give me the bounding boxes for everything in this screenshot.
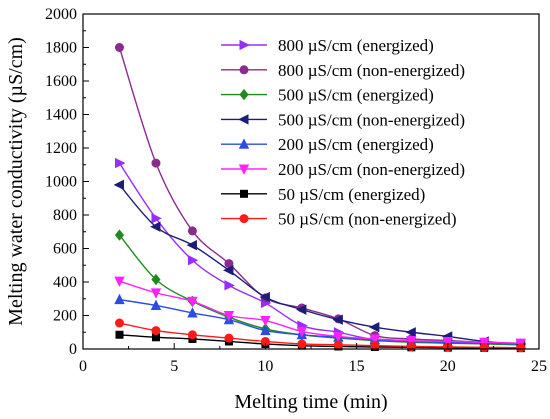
y-tick-label: 0 [69,341,77,358]
legend-marker [238,164,250,175]
data-point [114,293,125,305]
data-point [113,179,124,191]
x-tick-label: 0 [79,358,87,375]
x-tick-label: 5 [170,358,178,375]
legend-label: 50 µS/cm (energized) [278,185,425,204]
data-point [115,330,124,339]
y-tick-label: 400 [53,274,77,291]
y-tick-label: 2000 [45,6,77,23]
legend-item-3: 500 µS/cm (non-energized) [221,110,465,129]
data-point [442,336,453,348]
legend-label: 500 µS/cm (energized) [278,86,434,105]
x-tick-label: 15 [349,358,365,375]
x-tick-label: 20 [440,358,456,375]
y-tick-label: 1400 [45,107,77,124]
data-point [150,221,161,232]
axes-layer: 0 5 10 15 20 25 0 200 400 600 800 1000 1200 1400 1600 1… [45,6,547,375]
legend-marker [238,138,250,149]
data-point [260,324,271,336]
data-point [114,276,125,288]
data-point [296,304,307,315]
y-tick-label: 800 [53,207,77,224]
data-point [479,342,489,352]
legend-label: 800 µS/cm (energized) [278,36,434,55]
legend: 800 µS/cm (energized) 800 µS/cm (non-ener… [221,36,465,229]
data-point [296,326,308,338]
series-2 [114,229,526,351]
data-point [187,226,197,236]
data-point [516,343,526,353]
y-tick-label: 1800 [45,40,77,57]
series-line [118,234,521,346]
legend-marker [239,88,249,101]
legend-item-6: 50 µS/cm (energized) [221,185,425,204]
y-tick-label: 600 [53,241,77,258]
legend-label: 800 µS/cm (non-energized) [278,61,465,80]
data-point [151,158,161,168]
series-layer [113,42,527,353]
data-point [479,337,490,349]
legend-marker [240,189,249,198]
y-axis-title: Melting water conductivity (µS/cm) [5,37,27,326]
legend-label: 200 µS/cm (energized) [278,135,434,154]
data-point [333,331,344,343]
x-tick-label: 25 [531,358,547,375]
data-point [187,255,199,266]
legend-label: 200 µS/cm (non-energized) [278,160,465,179]
data-point [259,291,270,303]
y-tick-label: 1600 [45,73,77,90]
data-point [260,316,271,327]
data-point [369,334,381,345]
legend-item-2: 500 µS/cm (energized) [221,86,434,105]
data-point [114,229,125,241]
y-tick-label: 1200 [45,140,77,157]
data-point [114,318,124,328]
legend-item-7: 50 µS/cm (non-energized) [221,210,456,229]
data-point [150,288,162,299]
legend-marker [239,65,249,75]
data-point [333,340,343,350]
data-point [406,336,417,347]
data-point [151,326,161,336]
legend-item-4: 200 µS/cm (energized) [221,135,434,154]
data-point [297,339,307,349]
data-point [332,314,343,325]
x-axis-title: Melting time (min) [234,391,387,413]
series-7 [114,318,526,353]
data-point [151,273,161,286]
data-point [187,330,197,340]
data-point [114,157,126,169]
legend-item-0: 800 µS/cm (energized) [221,36,434,55]
data-point [151,213,162,224]
data-point [150,299,162,310]
data-point [186,239,197,251]
y-tick-label: 1000 [45,174,77,191]
legend-label: 500 µS/cm (non-energized) [278,110,465,129]
data-point [114,42,124,52]
legend-item-5: 200 µS/cm (non-energized) [221,160,465,179]
data-point [224,280,235,291]
data-point [223,265,234,276]
legend-item-1: 800 µS/cm (non-energized) [221,61,465,80]
data-point [187,307,198,318]
series-4 [114,293,526,349]
legend-label: 50 µS/cm (non-energized) [278,210,456,229]
legend-marker [239,214,249,224]
data-point [405,327,416,338]
legend-marker [239,39,250,51]
series-line [119,298,521,345]
data-point [187,296,198,308]
x-tick-label: 10 [257,358,273,375]
data-point [370,341,380,351]
y-tick-label: 200 [53,308,77,325]
legend-marker [238,114,249,125]
series-5 [114,276,526,350]
data-point [368,322,380,333]
data-point [223,310,235,322]
data-point [224,333,234,343]
